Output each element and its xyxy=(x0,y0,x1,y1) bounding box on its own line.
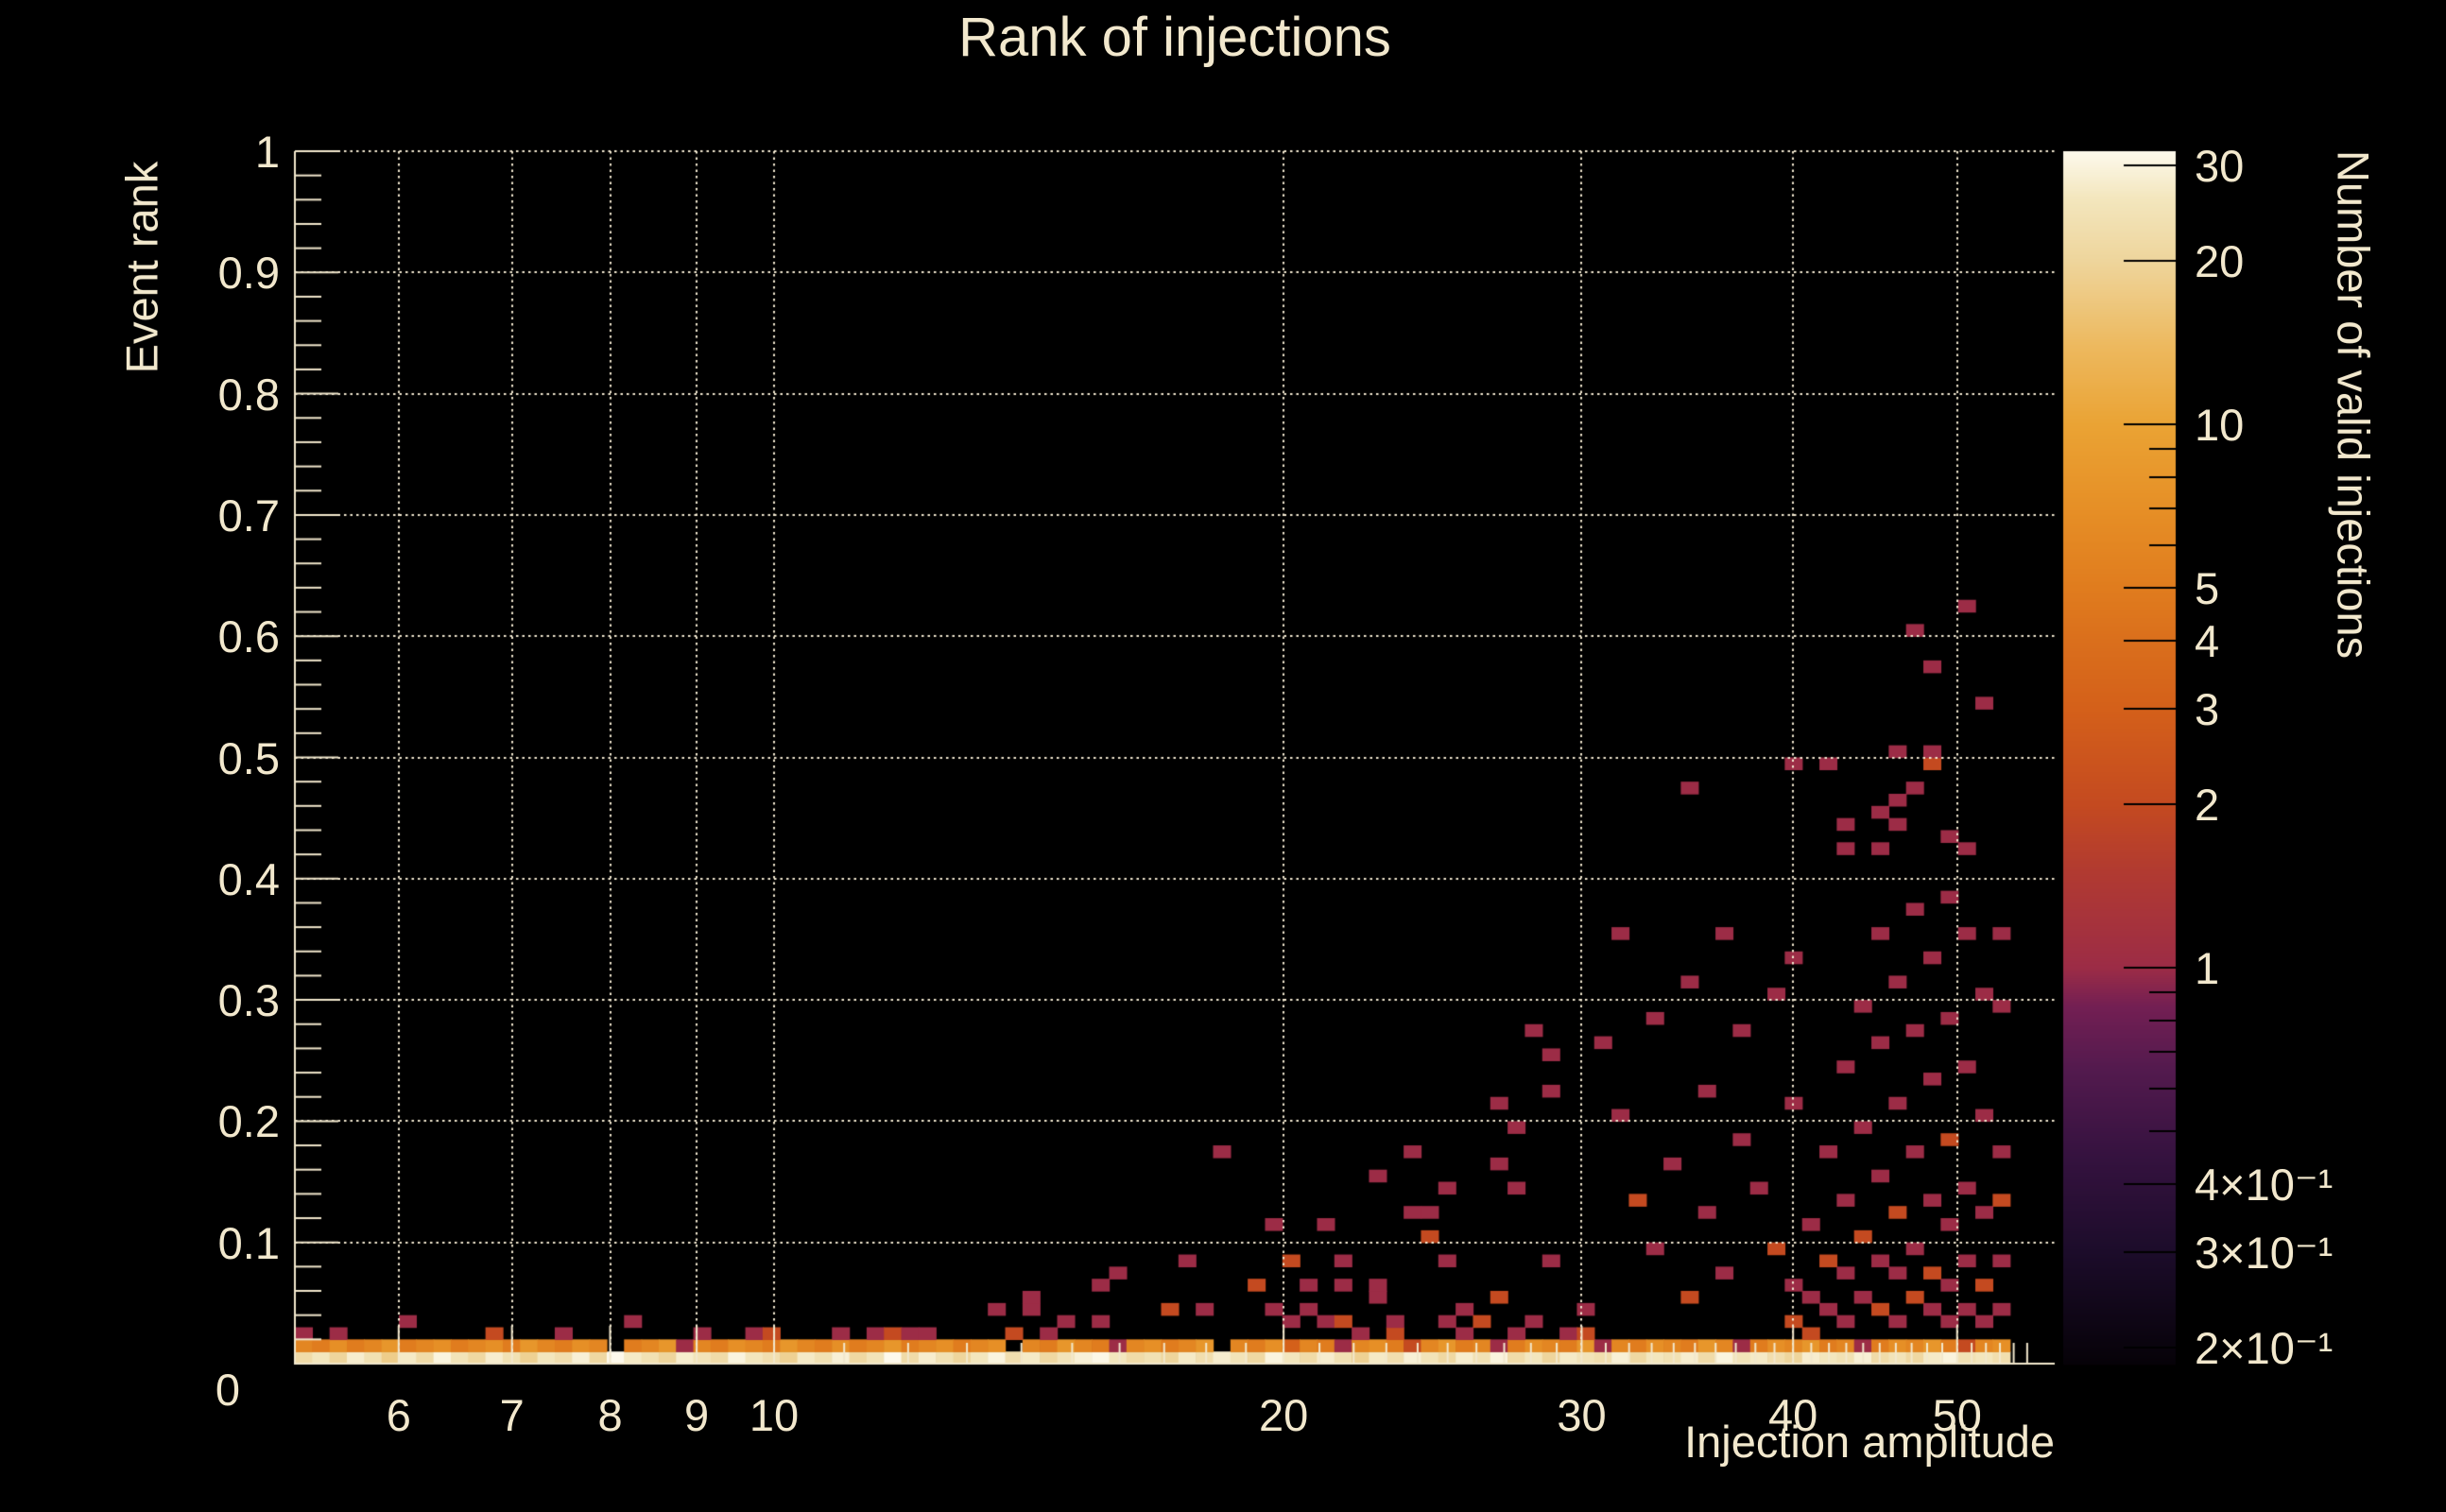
x-tick-label: 50 xyxy=(1932,1390,1982,1440)
y-tick-label: 0.8 xyxy=(217,369,280,420)
y-tick-label: 0.9 xyxy=(217,248,280,299)
x-tick-label: 20 xyxy=(1258,1390,1309,1440)
z-tick-label: 4×10⁻¹ xyxy=(2195,1160,2334,1211)
chart-title: Rank of injections xyxy=(958,7,1391,68)
z-tick-label: 1 xyxy=(2195,943,2220,994)
z-tick-label: 3 xyxy=(2195,683,2220,734)
y-tick-label: 0.2 xyxy=(217,1096,280,1147)
x-axis-title: Injection amplitude xyxy=(1684,1417,2055,1467)
z-tick-label: 30 xyxy=(2195,140,2245,191)
y-tick-label: 0.6 xyxy=(217,611,280,662)
x-tick-label: 30 xyxy=(1557,1390,1607,1440)
y-tick-label: 0.4 xyxy=(217,853,280,904)
y-tick-label: 0.1 xyxy=(217,1217,280,1268)
y-tick-label: 1 xyxy=(254,127,280,177)
x-tick-label: 7 xyxy=(499,1390,525,1440)
y-tick-label: 0.5 xyxy=(217,732,280,783)
z-tick-label: 20 xyxy=(2195,235,2245,286)
x-tick-label: 6 xyxy=(386,1390,411,1440)
z-tick-label: 2 xyxy=(2195,780,2220,831)
z-axis-title: Number of valid injections xyxy=(2328,149,2379,660)
x-tick-label: 9 xyxy=(684,1390,710,1440)
z-tick-label: 5 xyxy=(2195,563,2220,614)
z-tick-label: 2×10⁻¹ xyxy=(2195,1323,2334,1374)
z-tick-label: 3×10⁻¹ xyxy=(2195,1227,2334,1278)
z-tick-label: 4 xyxy=(2195,615,2220,666)
y-tick-label: 0.7 xyxy=(217,490,280,541)
y-tick-label: 0.3 xyxy=(217,975,280,1026)
z-tick-label: 10 xyxy=(2195,399,2245,450)
x-tick-label: 8 xyxy=(597,1390,623,1440)
x-tick-label: 40 xyxy=(1768,1390,1818,1440)
x-tick-label: 10 xyxy=(749,1390,800,1440)
y-tick-label: 0 xyxy=(215,1365,240,1415)
